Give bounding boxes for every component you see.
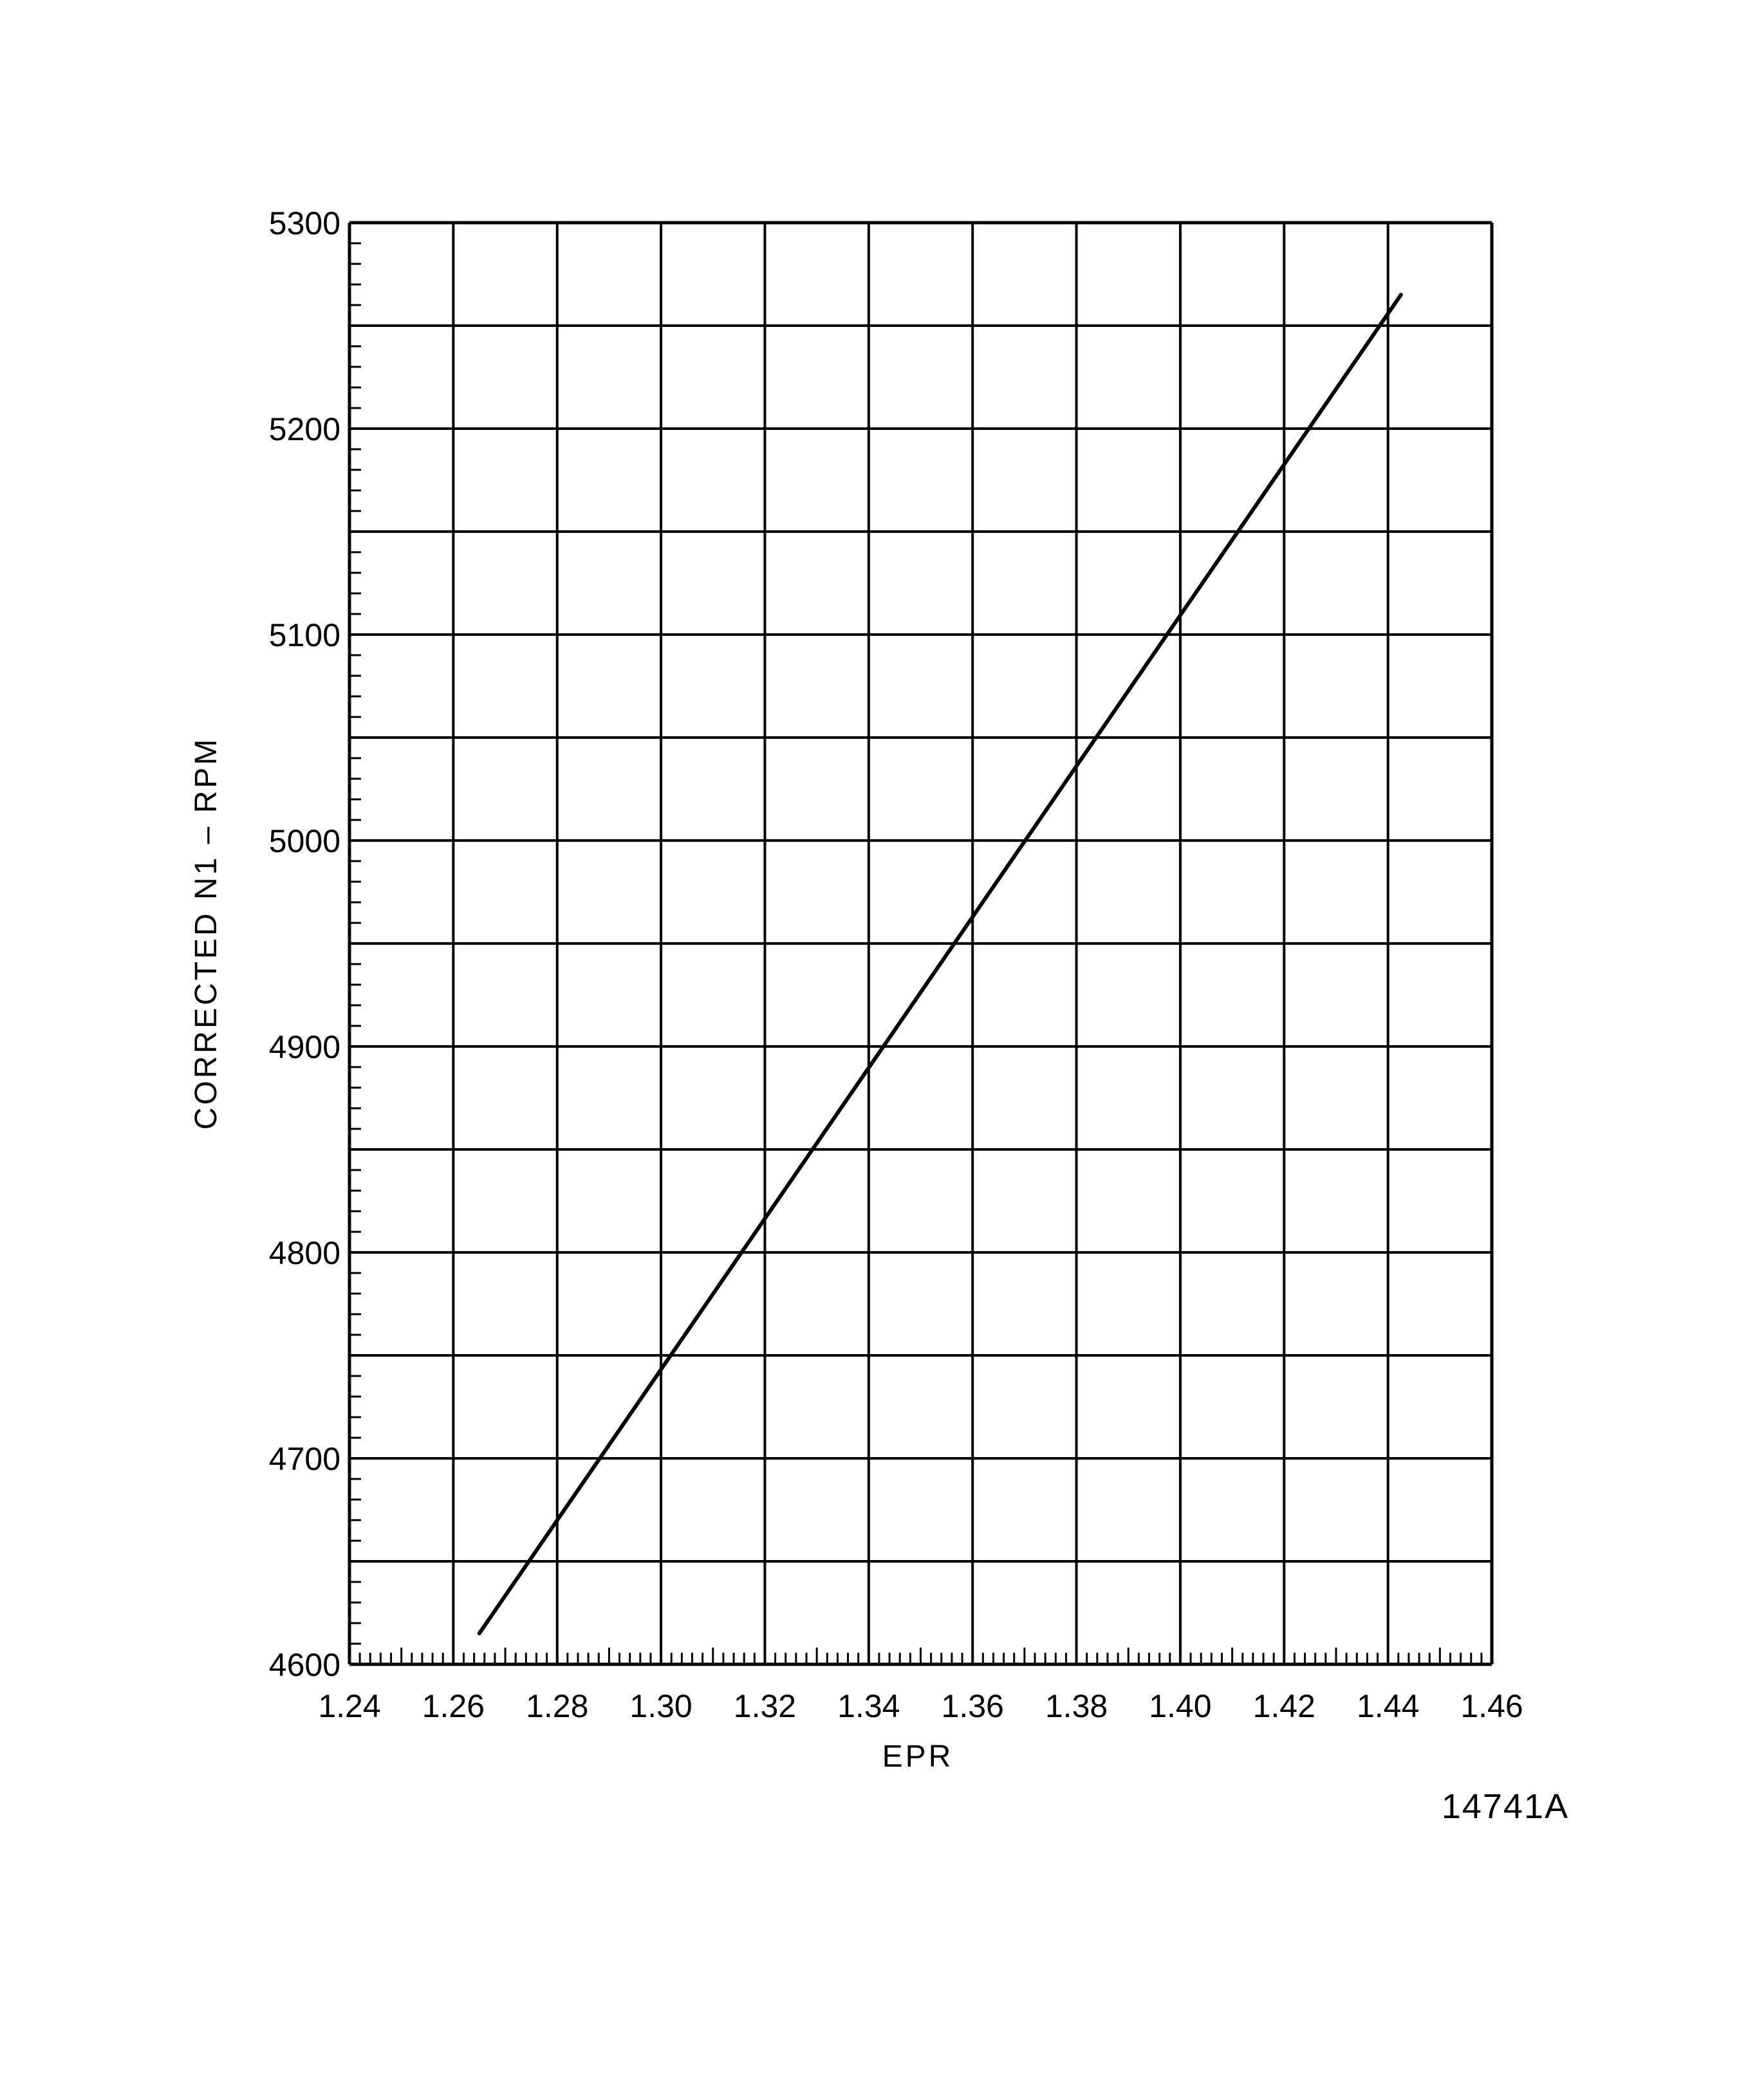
- x-tick-label: 1.42: [1253, 1688, 1315, 1724]
- y-axis-title: CORRECTED N1 – RPM: [189, 737, 223, 1130]
- y-tick-label: 5200: [269, 411, 340, 447]
- y-tick-labels: 4600 4700 4800 4900 5000 5100 5200 5300: [269, 205, 340, 1683]
- y-tick-label: 4600: [269, 1647, 340, 1683]
- figure-id: 14741A: [1442, 1787, 1569, 1826]
- x-tick-label: 1.38: [1045, 1688, 1108, 1724]
- x-tick-label: 1.46: [1460, 1688, 1523, 1724]
- x-tick-label: 1.28: [526, 1688, 588, 1724]
- y-tick-label: 4800: [269, 1235, 340, 1271]
- x-tick-label: 1.36: [942, 1688, 1004, 1724]
- x-tick-label: 1.32: [734, 1688, 796, 1724]
- x-tick-label: 1.24: [318, 1688, 380, 1724]
- y-tick-label: 4900: [269, 1029, 340, 1065]
- x-tick-label: 1.34: [837, 1688, 900, 1724]
- y-tick-label: 5100: [269, 617, 340, 653]
- x-tick-label: 1.30: [629, 1688, 692, 1724]
- x-tick-label: 1.26: [422, 1688, 485, 1724]
- grid: [348, 221, 1494, 1666]
- y-tick-label: 4700: [269, 1441, 340, 1477]
- x-tick-labels: 1.24 1.26 1.28 1.30 1.32 1.34 1.36 1.38 1.40 1.42…: [318, 1688, 1523, 1724]
- x-axis-title: EPR: [882, 1740, 954, 1774]
- minor-ticks: [349, 242, 1483, 1664]
- y-tick-label: 5300: [269, 205, 340, 241]
- series-line: [477, 293, 1403, 1635]
- x-tick-label: 1.44: [1357, 1688, 1419, 1724]
- series-layer: [477, 293, 1403, 1635]
- y-tick-label: 5000: [269, 823, 340, 859]
- x-tick-label: 1.40: [1149, 1688, 1211, 1724]
